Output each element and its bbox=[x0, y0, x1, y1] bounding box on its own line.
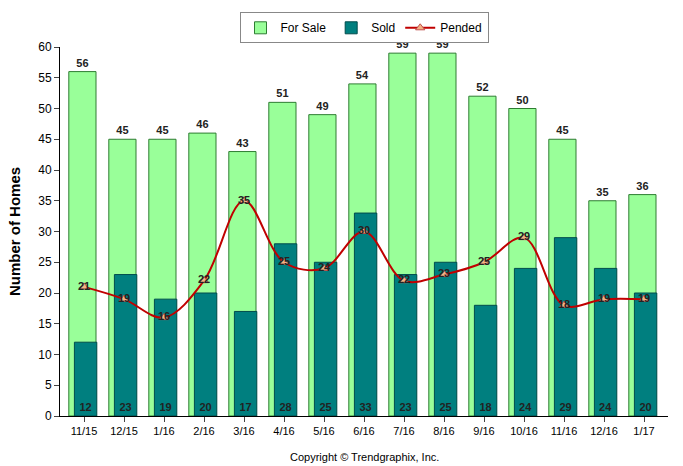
svg-text:50: 50 bbox=[516, 94, 528, 106]
svg-text:30: 30 bbox=[358, 224, 370, 236]
svg-text:60: 60 bbox=[38, 40, 52, 54]
svg-text:18: 18 bbox=[479, 401, 491, 413]
svg-text:45: 45 bbox=[116, 124, 128, 136]
svg-text:19: 19 bbox=[159, 401, 171, 413]
svg-text:23: 23 bbox=[438, 267, 450, 279]
svg-text:23: 23 bbox=[119, 401, 131, 413]
svg-text:33: 33 bbox=[359, 401, 371, 413]
svg-text:12/15: 12/15 bbox=[110, 425, 138, 437]
svg-text:35: 35 bbox=[596, 186, 608, 198]
svg-text:59: 59 bbox=[436, 38, 449, 51]
svg-text:1/17: 1/17 bbox=[633, 425, 654, 437]
svg-text:21: 21 bbox=[78, 280, 90, 292]
svg-text:23: 23 bbox=[399, 401, 411, 413]
svg-text:0: 0 bbox=[45, 409, 52, 423]
svg-text:35: 35 bbox=[38, 194, 52, 208]
svg-text:25: 25 bbox=[278, 255, 290, 267]
svg-text:55: 55 bbox=[38, 71, 52, 85]
svg-text:25: 25 bbox=[478, 255, 490, 267]
svg-text:17: 17 bbox=[239, 401, 251, 413]
svg-text:52: 52 bbox=[476, 81, 488, 93]
svg-text:6/16: 6/16 bbox=[353, 425, 374, 437]
svg-text:4/16: 4/16 bbox=[273, 425, 294, 437]
svg-text:7/16: 7/16 bbox=[393, 425, 414, 437]
svg-text:29: 29 bbox=[518, 230, 530, 242]
svg-text:10/16: 10/16 bbox=[510, 425, 538, 437]
svg-text:54: 54 bbox=[356, 69, 369, 81]
svg-text:5/16: 5/16 bbox=[313, 425, 334, 437]
svg-text:25: 25 bbox=[319, 401, 331, 413]
svg-text:45: 45 bbox=[556, 124, 568, 136]
svg-text:24: 24 bbox=[599, 401, 612, 413]
svg-text:30: 30 bbox=[38, 225, 52, 239]
svg-text:18: 18 bbox=[558, 298, 570, 310]
svg-text:24: 24 bbox=[519, 401, 532, 413]
svg-text:35: 35 bbox=[238, 194, 250, 206]
svg-text:56: 56 bbox=[76, 57, 88, 69]
svg-text:50: 50 bbox=[38, 102, 52, 116]
svg-text:19: 19 bbox=[638, 292, 650, 304]
svg-text:22: 22 bbox=[398, 273, 410, 285]
svg-text:2/16: 2/16 bbox=[193, 425, 214, 437]
svg-text:For Sale: For Sale bbox=[281, 21, 327, 35]
svg-text:28: 28 bbox=[279, 401, 291, 413]
svg-text:19: 19 bbox=[118, 292, 130, 304]
svg-text:Copyright © Trendgraphix, Inc.: Copyright © Trendgraphix, Inc. bbox=[290, 451, 439, 463]
svg-text:5: 5 bbox=[45, 378, 52, 392]
svg-text:3/16: 3/16 bbox=[233, 425, 254, 437]
svg-text:25: 25 bbox=[38, 255, 52, 269]
svg-text:Sold: Sold bbox=[371, 21, 395, 35]
svg-text:45: 45 bbox=[38, 132, 52, 146]
svg-text:51: 51 bbox=[276, 87, 288, 99]
svg-text:1/16: 1/16 bbox=[153, 425, 174, 437]
svg-text:29: 29 bbox=[559, 401, 571, 413]
svg-text:25: 25 bbox=[439, 401, 451, 413]
svg-text:40: 40 bbox=[38, 163, 52, 177]
svg-text:45: 45 bbox=[156, 124, 168, 136]
svg-text:8/16: 8/16 bbox=[433, 425, 454, 437]
svg-text:Number of Homes: Number of Homes bbox=[6, 167, 23, 296]
svg-text:19: 19 bbox=[598, 292, 610, 304]
svg-text:11/16: 11/16 bbox=[551, 425, 578, 437]
svg-text:16: 16 bbox=[158, 310, 170, 322]
svg-text:11/15: 11/15 bbox=[71, 425, 98, 437]
svg-text:49: 49 bbox=[316, 100, 328, 112]
svg-text:12: 12 bbox=[79, 401, 91, 413]
svg-text:43: 43 bbox=[236, 137, 248, 149]
svg-text:20: 20 bbox=[199, 401, 211, 413]
svg-text:36: 36 bbox=[636, 180, 648, 192]
svg-text:59: 59 bbox=[396, 38, 409, 51]
svg-text:20: 20 bbox=[639, 401, 651, 413]
svg-text:9/16: 9/16 bbox=[473, 425, 494, 437]
svg-text:20: 20 bbox=[38, 286, 52, 300]
svg-text:15: 15 bbox=[38, 317, 52, 331]
svg-text:46: 46 bbox=[196, 118, 208, 130]
svg-text:24: 24 bbox=[318, 261, 331, 273]
svg-text:Pended: Pended bbox=[440, 21, 481, 35]
svg-text:22: 22 bbox=[198, 273, 210, 285]
svg-text:12/16: 12/16 bbox=[590, 425, 618, 437]
svg-text:10: 10 bbox=[38, 348, 52, 362]
